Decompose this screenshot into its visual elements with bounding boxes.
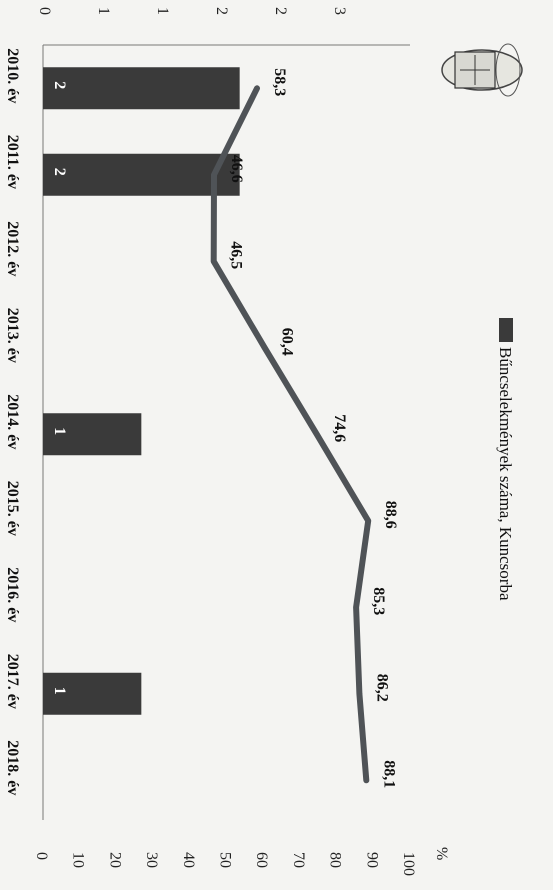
bar — [43, 67, 240, 110]
line-data-label: 74,6 — [331, 414, 348, 442]
right-axis-tick: 20 — [106, 852, 123, 868]
line-data-label: 88,6 — [382, 501, 399, 529]
legend-label: Bűncselekmények száma, Kuncsorba — [496, 347, 515, 601]
left-axis-tick: 0 — [36, 7, 53, 15]
right-axis-tick: 10 — [70, 852, 87, 868]
line-data-label: 46,5 — [228, 241, 245, 269]
category-label: 2010. év — [4, 48, 21, 103]
right-axis-tick: 90 — [363, 852, 380, 868]
right-axis-tick: 0 — [33, 852, 50, 860]
bar — [43, 153, 240, 196]
line-data-label: 86,2 — [373, 674, 390, 702]
category-label: 2011. év — [4, 135, 21, 189]
right-axis-tick: 50 — [217, 852, 234, 868]
bar — [43, 413, 142, 456]
category-label: 2017. év — [4, 654, 21, 709]
right-axis-tick: 70 — [290, 852, 307, 868]
category-label: 2012. év — [4, 221, 21, 276]
bar-data-label: 1 — [51, 687, 68, 695]
line-data-label: 60,4 — [279, 328, 296, 356]
legend: Bűncselekmények száma, Kuncsorba — [496, 318, 515, 601]
bar-data-label: 2 — [51, 168, 68, 176]
right-axis-tick: 100 — [400, 852, 417, 876]
right-axis-tick: 30 — [143, 852, 160, 868]
left-axis-tick: 1 — [95, 7, 112, 15]
category-label: 2014. év — [4, 394, 21, 449]
right-axis-tick: 80 — [327, 852, 344, 868]
crest-logo — [441, 43, 523, 97]
line-data-label: 88,1 — [380, 760, 397, 788]
legend-swatch — [499, 318, 513, 342]
right-axis-tick: 40 — [180, 852, 197, 868]
line-data-label: 85,3 — [370, 587, 387, 615]
left-axis-tick: 2 — [272, 7, 289, 15]
category-label: 2013. év — [4, 308, 21, 363]
left-axis-tick: 3 — [331, 7, 348, 15]
line-data-label: 58,3 — [271, 68, 288, 96]
right-axis-tick: 60 — [253, 852, 270, 868]
bar — [43, 672, 142, 715]
category-label: 2016. év — [4, 567, 21, 622]
line-data-label: 46,6 — [228, 155, 245, 183]
right-axis-unit-label: % — [433, 847, 450, 860]
left-axis-tick: 2 — [213, 7, 230, 15]
line-series — [210, 85, 372, 784]
left-axis-tick: 1 — [154, 7, 171, 15]
bar-data-label: 1 — [51, 427, 68, 435]
category-label: 2018. év — [4, 740, 21, 795]
bar-data-label: 2 — [51, 81, 68, 89]
category-label: 2015. év — [4, 481, 21, 536]
